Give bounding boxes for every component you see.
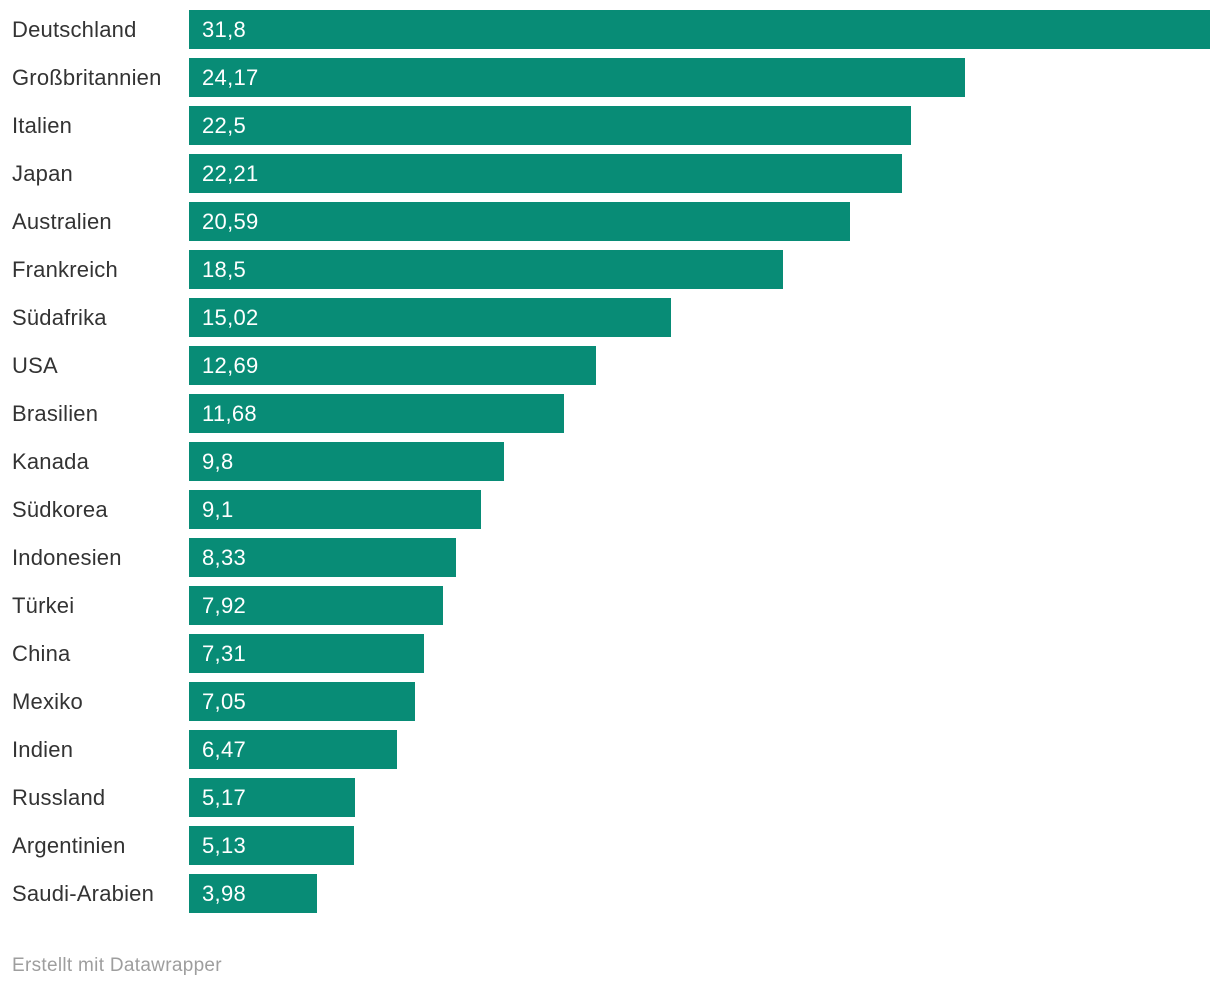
bar-track: 6,47: [189, 730, 1220, 769]
category-label: Großbritannien: [12, 65, 162, 90]
bar-track: 24,17: [189, 58, 1220, 97]
bar-track: 9,8: [189, 442, 1220, 481]
chart-row: Südafrika 15,02: [0, 298, 1220, 346]
chart-row: Indonesien 8,33: [0, 538, 1220, 586]
bar: 7,31: [189, 634, 424, 673]
bar-track: 3,98: [189, 874, 1220, 913]
chart-row: Indien 6,47: [0, 730, 1220, 778]
chart-row: Brasilien 11,68: [0, 394, 1220, 442]
bar-track: 12,69: [189, 346, 1220, 385]
bar-track: 31,8: [189, 10, 1220, 49]
bar: 7,05: [189, 682, 416, 721]
value-label: 7,05: [202, 688, 247, 714]
value-label: 9,1: [202, 496, 234, 522]
chart-row: Russland 5,17: [0, 778, 1220, 826]
value-label: 15,02: [202, 304, 259, 330]
bar: 22,5: [189, 106, 912, 145]
value-label: 7,31: [202, 640, 247, 666]
value-label: 7,92: [202, 592, 247, 618]
bar-track: 7,92: [189, 586, 1220, 625]
value-label: 22,5: [202, 112, 247, 138]
chart-row: Großbritannien 24,17: [0, 58, 1220, 106]
bar: 6,47: [189, 730, 397, 769]
bar: 12,69: [189, 346, 597, 385]
category-label: Mexiko: [12, 689, 83, 714]
value-label: 11,68: [202, 400, 257, 426]
bar-track: 20,59: [189, 202, 1220, 241]
bar: 18,5: [189, 250, 783, 289]
chart-row: Kanada 9,8: [0, 442, 1220, 490]
chart-row: Frankreich 18,5: [0, 250, 1220, 298]
value-label: 22,21: [202, 160, 259, 186]
category-label: Italien: [12, 113, 73, 138]
chart-row: Südkorea 9,1: [0, 490, 1220, 538]
chart-row: Argentinien 5,13: [0, 826, 1220, 874]
chart-rows: Deutschland 31,8 Großbritannien 24,17 Italie…: [0, 10, 1220, 922]
value-label: 3,98: [202, 880, 247, 906]
category-label: Japan: [12, 161, 73, 186]
bar: 3,98: [189, 874, 317, 913]
datawrapper-credit: Erstellt mit Datawrapper: [12, 955, 222, 976]
bar: 8,33: [189, 538, 457, 577]
bar: 9,8: [189, 442, 504, 481]
value-label: 20,59: [202, 208, 259, 234]
bar: 5,17: [189, 778, 355, 817]
bar-track: 22,21: [189, 154, 1220, 193]
chart-row: Italien 22,5: [0, 106, 1220, 154]
category-label: Argentinien: [12, 833, 126, 858]
category-label: Brasilien: [12, 401, 99, 426]
value-label: 5,17: [202, 784, 247, 810]
value-label: 6,47: [202, 736, 247, 762]
bar: 9,1: [189, 490, 482, 529]
category-label: Indien: [12, 737, 74, 762]
category-label: USA: [12, 353, 58, 378]
bar-track: 8,33: [189, 538, 1220, 577]
bar-track: 7,05: [189, 682, 1220, 721]
bar-track: 9,1: [189, 490, 1220, 529]
chart-row: China 7,31: [0, 634, 1220, 682]
chart-row: Australien 20,59: [0, 202, 1220, 250]
chart-row: Türkei 7,92: [0, 586, 1220, 634]
bar-track: 5,13: [189, 826, 1220, 865]
bar: 7,92: [189, 586, 444, 625]
category-label: Saudi-Arabien: [12, 881, 155, 906]
bar-track: 11,68: [189, 394, 1220, 433]
category-label: Südafrika: [12, 305, 107, 330]
value-label: 9,8: [202, 448, 234, 474]
category-label: Indonesien: [12, 545, 122, 570]
bar-track: 22,5: [189, 106, 1220, 145]
bar: 5,13: [189, 826, 354, 865]
category-label: Kanada: [12, 449, 90, 474]
category-label: China: [12, 641, 71, 666]
category-label: Frankreich: [12, 257, 118, 282]
chart-row: USA 12,69: [0, 346, 1220, 394]
chart-row: Mexiko 7,05: [0, 682, 1220, 730]
value-label: 24,17: [202, 64, 259, 90]
category-label: Südkorea: [12, 497, 108, 522]
bar: 31,8: [189, 10, 1210, 49]
category-label: Türkei: [12, 593, 75, 618]
bar-track: 5,17: [189, 778, 1220, 817]
value-label: 12,69: [202, 352, 259, 378]
value-label: 5,13: [202, 832, 247, 858]
bar-track: 18,5: [189, 250, 1220, 289]
bar: 20,59: [189, 202, 851, 241]
category-label: Deutschland: [12, 17, 137, 42]
bar-track: 15,02: [189, 298, 1220, 337]
category-label: Russland: [12, 785, 106, 810]
bar: 15,02: [189, 298, 672, 337]
bar: 11,68: [189, 394, 564, 433]
bar: 24,17: [189, 58, 966, 97]
bar: 22,21: [189, 154, 903, 193]
chart-row: Deutschland 31,8: [0, 10, 1220, 58]
value-label: 31,8: [202, 16, 247, 42]
chart-row: Japan 22,21: [0, 154, 1220, 202]
value-label: 8,33: [202, 544, 247, 570]
value-label: 18,5: [202, 256, 247, 282]
bar-track: 7,31: [189, 634, 1220, 673]
category-label: Australien: [12, 209, 112, 234]
chart-row: Saudi-Arabien 3,98: [0, 874, 1220, 922]
